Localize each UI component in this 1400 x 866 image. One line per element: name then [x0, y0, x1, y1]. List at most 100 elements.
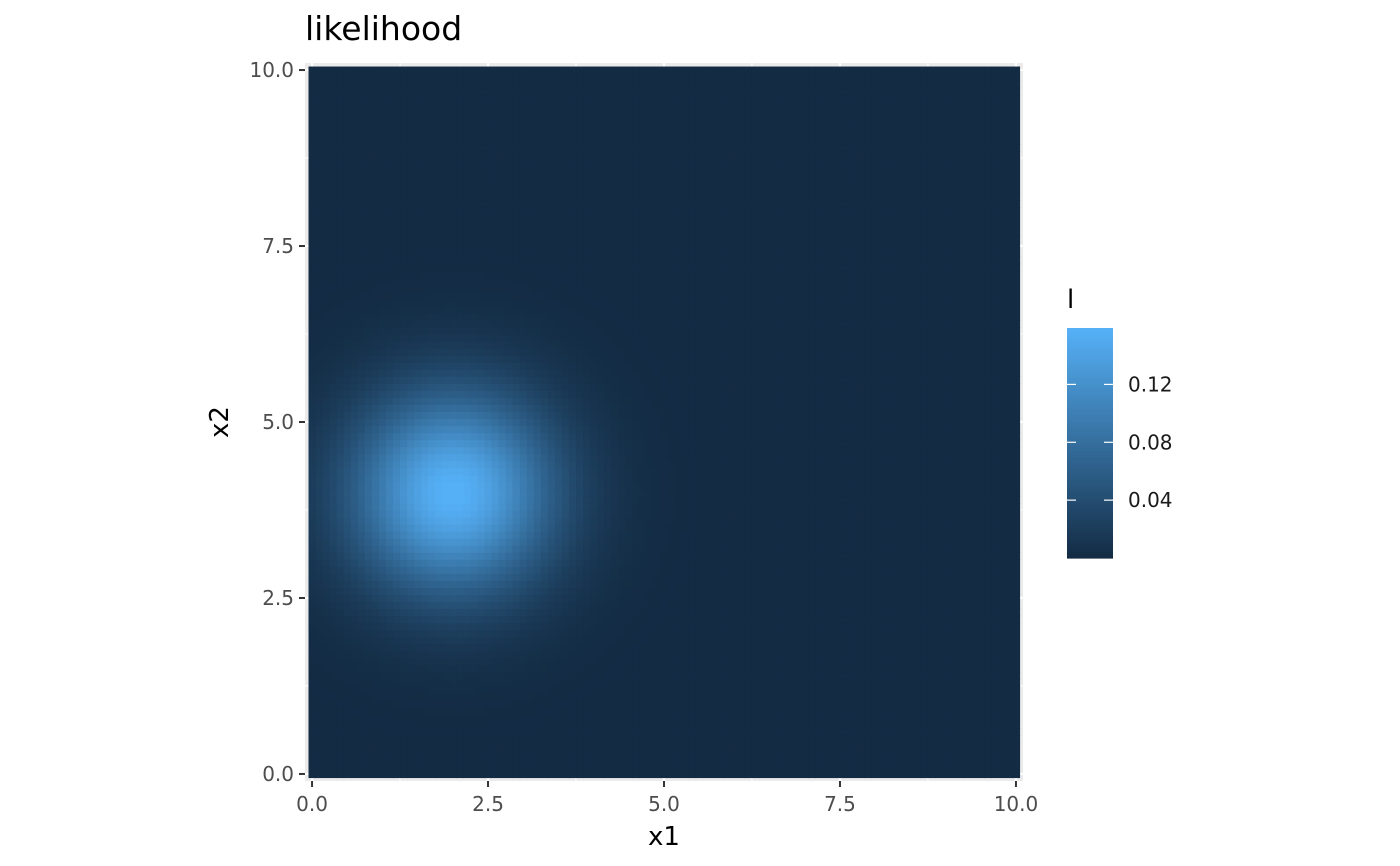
heatmap-tile [526, 671, 535, 680]
heatmap-tile [576, 608, 584, 617]
heatmap-tile [540, 115, 549, 124]
heatmap-tile [526, 334, 535, 342]
heatmap-tile [400, 397, 408, 405]
heatmap-tile [512, 291, 521, 300]
heatmap-tile [519, 256, 528, 265]
heatmap-tile [491, 678, 500, 687]
heatmap-tile [400, 87, 408, 96]
heatmap-tile [590, 319, 598, 328]
heatmap-tile [533, 650, 542, 659]
heatmap-tile [618, 685, 626, 694]
heatmap-tile [561, 369, 570, 377]
heatmap-tile [322, 214, 331, 222]
heatmap-tile [470, 700, 479, 708]
heatmap-tile [428, 742, 436, 750]
heatmap-tile [428, 122, 436, 131]
heatmap-tile [322, 622, 331, 631]
heatmap-tile [646, 214, 655, 222]
heatmap-tile [449, 707, 457, 715]
heatmap-tile [336, 94, 345, 103]
heatmap-tile [336, 80, 345, 89]
heatmap-tile [414, 270, 422, 279]
heatmap-tile [533, 214, 542, 222]
heatmap-tile [604, 277, 612, 286]
heatmap-tile [583, 221, 591, 230]
heatmap-tile [371, 685, 380, 694]
heatmap-tile [611, 495, 619, 504]
heatmap-tile [533, 193, 542, 201]
heatmap-tile [350, 221, 359, 230]
heatmap-tile [357, 397, 366, 405]
heatmap-tile [308, 263, 317, 272]
heatmap-tile [611, 671, 619, 680]
heatmap-tile [540, 538, 549, 546]
heatmap-tile [540, 545, 549, 553]
heatmap-tile [371, 291, 380, 300]
heatmap-tile [632, 481, 640, 490]
heatmap-tile [526, 94, 535, 103]
heatmap-tile [646, 108, 655, 117]
heatmap-tile [554, 615, 563, 624]
heatmap-tile [357, 700, 366, 708]
heatmap-tile [554, 650, 563, 659]
heatmap-tile [653, 601, 662, 610]
heatmap-tile [554, 552, 563, 560]
heatmap-tile [625, 580, 633, 589]
heatmap-tile [343, 608, 352, 617]
heatmap-tile [484, 165, 493, 173]
heatmap-tile [378, 404, 387, 413]
heatmap-tile [414, 115, 422, 124]
heatmap-tile [547, 756, 556, 764]
heatmap-tile [392, 108, 401, 117]
heatmap-tile [568, 186, 577, 194]
heatmap-tile [463, 397, 472, 405]
heatmap-tile [561, 66, 570, 75]
heatmap-tile [561, 200, 570, 208]
heatmap-tile [611, 87, 619, 96]
heatmap-tile [449, 291, 457, 300]
heatmap-tile [618, 158, 626, 166]
heatmap-tile [477, 756, 486, 764]
heatmap-tile [329, 235, 338, 244]
heatmap-tile [512, 707, 521, 715]
heatmap-tile [639, 228, 647, 237]
heatmap-tile [329, 193, 338, 201]
heatmap-tile [625, 678, 633, 687]
heatmap-tile [435, 559, 443, 567]
heatmap-tile [597, 319, 605, 328]
heatmap-tile [519, 369, 528, 377]
heatmap-tile [400, 763, 408, 772]
heatmap-tile [456, 143, 464, 152]
heatmap-tile [477, 763, 486, 772]
heatmap-tile [329, 228, 338, 237]
heatmap-tile [611, 756, 619, 764]
heatmap-tile [639, 707, 647, 715]
heatmap-tile [632, 474, 640, 483]
heatmap-tile [421, 707, 429, 715]
heatmap-tile [498, 559, 507, 567]
heatmap-tile [400, 369, 408, 377]
heatmap-tile [526, 657, 535, 666]
heatmap-tile [632, 242, 640, 251]
heatmap-tile [625, 411, 633, 420]
heatmap-tile [350, 474, 359, 483]
heatmap-tile [653, 678, 662, 687]
heatmap-tile [414, 221, 422, 230]
heatmap-tile [322, 517, 331, 525]
heatmap-tile [554, 763, 563, 772]
heatmap-tile [463, 143, 472, 152]
heatmap-tile [604, 509, 612, 518]
heatmap-tile [554, 432, 563, 441]
heatmap-tile [364, 502, 373, 511]
heatmap-tile [639, 312, 647, 321]
heatmap-tile [547, 517, 556, 525]
heatmap-tile [442, 348, 450, 356]
heatmap-tile [449, 186, 457, 194]
heatmap-tile [449, 326, 457, 335]
heatmap-tile [533, 636, 542, 645]
heatmap-tile [456, 348, 464, 356]
heatmap-tile [547, 66, 556, 75]
heatmap-tile [498, 263, 507, 272]
heatmap-tile [491, 524, 500, 532]
heatmap-tile [646, 502, 655, 511]
